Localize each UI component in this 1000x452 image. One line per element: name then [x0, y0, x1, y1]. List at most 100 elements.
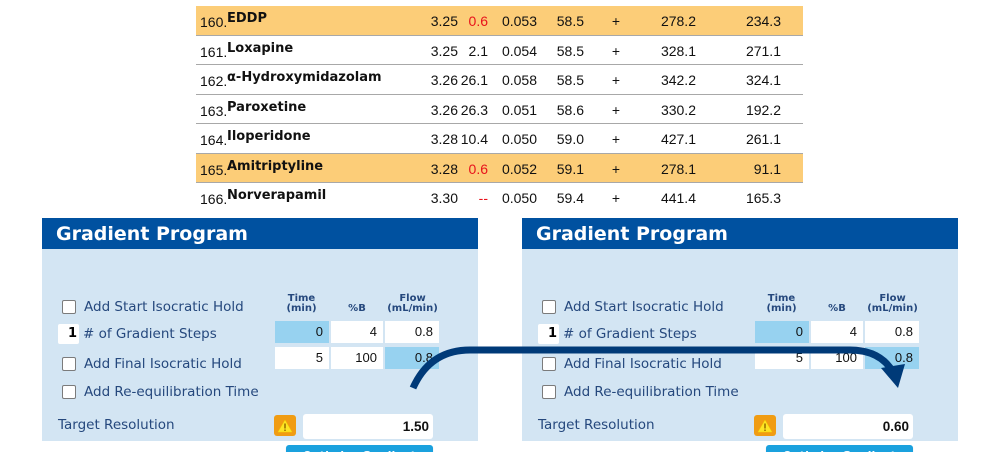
retention-time: 3.30 [430, 190, 458, 206]
precursor-mz: 330.2 [660, 101, 696, 118]
time-cell[interactable]: 5 [275, 347, 329, 369]
checkbox-icon[interactable] [62, 300, 76, 314]
flow-column-header: Flow (mL/min) [385, 294, 440, 314]
table-row[interactable]: 162. α-Hydroxymidazolam 3.26 26.1 0.058 … [196, 65, 803, 95]
flow-cell[interactable]: 0.8 [865, 347, 919, 369]
peak-width: 0.050 [501, 190, 537, 206]
percent-b: 58.5 [556, 72, 584, 88]
final-isocratic-hold-option[interactable]: Add Final Isocratic Hold [542, 356, 722, 372]
gradient-steps-field: 1 # of Gradient Steps [58, 324, 217, 344]
gradient-steps-input[interactable]: 1 [58, 324, 79, 344]
retention-time: 3.26 [430, 72, 458, 88]
gradient-steps-input[interactable]: 1 [538, 324, 559, 344]
target-resolution-input[interactable]: 0.60 [783, 414, 913, 439]
checkbox-icon[interactable] [62, 357, 76, 371]
header-line: (mL/min) [867, 303, 918, 314]
ion-mode: + [611, 42, 620, 59]
row-number: 166. [200, 191, 228, 207]
flow-cell[interactable]: 0.8 [385, 321, 439, 343]
peak-width: 0.058 [501, 72, 537, 88]
ion-mode: + [611, 101, 620, 118]
percent-b: 58.5 [556, 42, 584, 59]
compound-name: Norverapamil [227, 188, 327, 203]
row-number: 162. [200, 73, 228, 89]
table-row[interactable]: 163. Paroxetine 3.26 26.3 0.051 58.6 + 3… [196, 95, 803, 124]
pctb-cell[interactable]: 4 [331, 321, 383, 343]
time-column-header: Time (min) [754, 294, 809, 314]
pctb-cell[interactable]: 4 [811, 321, 863, 343]
precursor-mz: 278.1 [660, 160, 696, 177]
precursor-mz: 278.2 [660, 13, 696, 29]
checkbox-icon[interactable] [62, 385, 76, 399]
header-line: (min) [766, 303, 797, 314]
pctb-cell[interactable]: 100 [811, 347, 863, 369]
header-line: Flow [879, 293, 906, 304]
peak-width: 0.051 [501, 101, 537, 118]
compound-name: Iloperidone [227, 129, 311, 144]
product-mz: 271.1 [745, 42, 781, 59]
precursor-mz: 328.1 [660, 42, 696, 59]
table-row[interactable]: 160. EDDP 3.25 0.6 0.053 58.5 + 278.2 23… [196, 6, 803, 36]
checkbox-icon[interactable] [542, 300, 556, 314]
table-row[interactable]: 161. Loxapine 3.25 2.1 0.054 58.5 + 328.… [196, 36, 803, 65]
row-number: 160. [200, 14, 228, 30]
flow-column-header: Flow (mL/min) [865, 294, 920, 314]
retention-time: 3.28 [430, 160, 458, 177]
option-label: Add Start Isocratic Hold [84, 299, 244, 315]
table-row[interactable]: 166. Norverapamil 3.30 -- 0.050 59.4 + 4… [196, 183, 803, 213]
start-isocratic-hold-option[interactable]: Add Start Isocratic Hold [542, 299, 724, 315]
final-isocratic-hold-option[interactable]: Add Final Isocratic Hold [62, 356, 242, 372]
flow-cell[interactable]: 0.8 [865, 321, 919, 343]
ion-mode: + [611, 13, 620, 29]
header-line: (mL/min) [387, 303, 438, 314]
row-number: 163. [200, 102, 228, 119]
peak-width: 0.050 [501, 131, 537, 147]
target-resolution-input[interactable]: 1.50 [303, 414, 433, 439]
compound-table: 160. EDDP 3.25 0.6 0.053 58.5 + 278.2 23… [196, 6, 803, 213]
reequilibration-time-option[interactable]: Add Re-equilibration Time [542, 384, 739, 400]
header-line: Flow [399, 293, 426, 304]
time-cell[interactable]: 5 [755, 347, 809, 369]
target-resolution-label: Target Resolution [58, 417, 175, 433]
retention-time: 3.26 [430, 101, 458, 118]
panel-title: Gradient Program [42, 218, 478, 249]
table-row[interactable]: 164. Iloperidone 3.28 10.4 0.050 59.0 + … [196, 124, 803, 154]
compound-name: EDDP [227, 11, 267, 26]
precursor-mz: 342.2 [660, 72, 696, 88]
warning-triangle-icon [274, 415, 296, 436]
header-line: Time [767, 293, 796, 304]
peak-width: 0.054 [501, 42, 537, 59]
product-mz: 91.1 [753, 160, 781, 177]
percent-b: 59.4 [556, 190, 584, 206]
time-cell[interactable]: 0 [755, 321, 809, 343]
retention-time: 3.28 [430, 131, 458, 147]
retention-time: 3.25 [430, 42, 458, 59]
header-line: Time [287, 293, 316, 304]
row-number: 161. [200, 43, 228, 60]
checkbox-icon[interactable] [542, 357, 556, 371]
optimize-gradient-slope-button[interactable]: Optimize Gradient Slope [766, 445, 913, 452]
product-mz: 261.1 [745, 131, 781, 147]
pctb-column-header: %B [828, 303, 846, 314]
warning-triangle-icon [754, 415, 776, 436]
compound-name: α-Hydroxymidazolam [227, 70, 382, 85]
checkbox-icon[interactable] [542, 385, 556, 399]
ion-mode: + [611, 131, 620, 147]
start-isocratic-hold-option[interactable]: Add Start Isocratic Hold [62, 299, 244, 315]
option-label: Add Final Isocratic Hold [564, 356, 722, 372]
ion-mode: + [611, 160, 620, 177]
retention-time: 3.25 [430, 13, 458, 29]
resolution: 10.4 [460, 131, 488, 147]
gradient-steps-label: # of Gradient Steps [83, 326, 217, 342]
reequilibration-time-option[interactable]: Add Re-equilibration Time [62, 384, 259, 400]
table-row[interactable]: 165. Amitriptyline 3.28 0.6 0.052 59.1 +… [196, 153, 803, 183]
flow-cell[interactable]: 0.8 [385, 347, 439, 369]
optimize-gradient-slope-button[interactable]: Optimize Gradient Slope [286, 445, 433, 452]
row-number: 164. [200, 132, 228, 148]
percent-b: 58.6 [556, 101, 584, 118]
time-cell[interactable]: 0 [275, 321, 329, 343]
pctb-cell[interactable]: 100 [331, 347, 383, 369]
resolution: 0.6 [468, 13, 488, 29]
resolution: 2.1 [468, 42, 488, 59]
product-mz: 165.3 [745, 190, 781, 206]
